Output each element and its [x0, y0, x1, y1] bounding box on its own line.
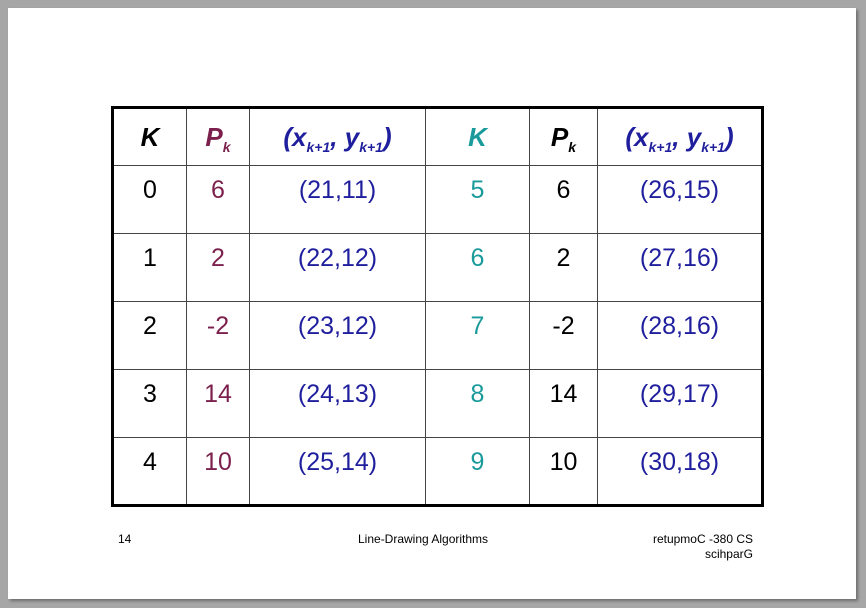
bresenham-table: K Pk (xk+1, yk+1) K Pk (xk+1, yk+1) 0 6 …	[111, 106, 764, 507]
cell-pk-2: 2	[529, 233, 598, 302]
cell-pk-2: 10	[529, 437, 598, 506]
cell-coords-2: (29,17)	[597, 369, 763, 438]
course-label: retupmoC -380 CS scihparG	[568, 532, 753, 562]
header-pk-2: Pk	[529, 107, 598, 166]
cell-pk: 14	[186, 369, 250, 438]
header-k: K	[112, 107, 187, 166]
cell-pk: 2	[186, 233, 250, 302]
table-row: 4 10 (25,14) 9 10 (30,18)	[112, 437, 763, 506]
cell-k: 1	[112, 233, 187, 302]
cell-coords: (25,14)	[249, 437, 426, 506]
table-row: 2 -2 (23,12) 7 -2 (28,16)	[112, 301, 763, 370]
cell-k-2: 6	[425, 233, 530, 302]
cell-coords-2: (26,15)	[597, 165, 763, 234]
cell-pk: -2	[186, 301, 250, 370]
header-coords: (xk+1, yk+1)	[249, 107, 426, 166]
slide-footer-title: Line-Drawing Algorithms	[358, 532, 489, 546]
cell-coords: (23,12)	[249, 301, 426, 370]
cell-coords-2: (30,18)	[597, 437, 763, 506]
table-row: 0 6 (21,11) 5 6 (26,15)	[112, 165, 763, 234]
slide: K Pk (xk+1, yk+1) K Pk (xk+1, yk+1) 0 6 …	[8, 8, 856, 599]
cell-k: 2	[112, 301, 187, 370]
cell-k-2: 7	[425, 301, 530, 370]
header-k-2: K	[425, 107, 530, 166]
cell-pk-2: -2	[529, 301, 598, 370]
cell-coords-2: (27,16)	[597, 233, 763, 302]
header-pk: Pk	[186, 107, 250, 166]
page-number: 14	[118, 532, 132, 546]
cell-pk: 10	[186, 437, 250, 506]
cell-coords: (22,12)	[249, 233, 426, 302]
course-label-line-1: retupmoC -380 CS	[652, 532, 753, 546]
cell-pk: 6	[186, 165, 250, 234]
table-row: 3 14 (24,13) 8 14 (29,17)	[112, 369, 763, 438]
cell-k-2: 9	[425, 437, 530, 506]
cell-pk-2: 14	[529, 369, 598, 438]
cell-k-2: 8	[425, 369, 530, 438]
cell-k: 4	[112, 437, 187, 506]
cell-k: 3	[112, 369, 187, 438]
cell-k-2: 5	[425, 165, 530, 234]
cell-k: 0	[112, 165, 187, 234]
cell-coords-2: (28,16)	[597, 301, 763, 370]
cell-coords: (24,13)	[249, 369, 426, 438]
cell-pk-2: 6	[529, 165, 598, 234]
header-coords-2: (xk+1, yk+1)	[597, 107, 763, 166]
table-row: 1 2 (22,12) 6 2 (27,16)	[112, 233, 763, 302]
course-label-line-2: scihparG	[704, 547, 753, 561]
table-header-row: K Pk (xk+1, yk+1) K Pk (xk+1, yk+1)	[112, 107, 763, 166]
cell-coords: (21,11)	[249, 165, 426, 234]
